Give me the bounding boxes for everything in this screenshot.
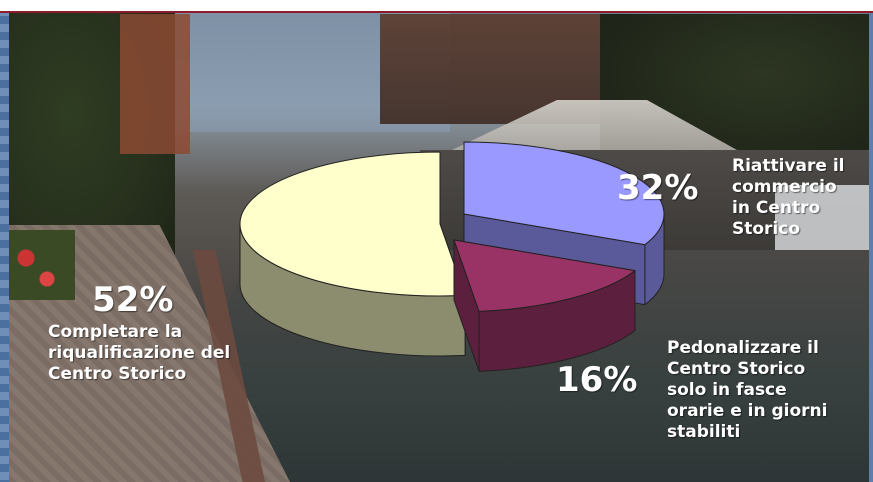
- pie-category-label-1-line: stabiliti: [667, 422, 827, 443]
- pie-category-label-1-line: orarie e in giorni: [667, 401, 827, 422]
- pie-category-label-1-line: Centro Storico: [667, 359, 827, 380]
- pie-category-label-1-line: solo in fasce: [667, 380, 827, 401]
- pie-category-label-0: Riattivare il commercio in Centro Storic…: [732, 156, 845, 240]
- pie-category-label-2-line: riqualificazione del: [48, 343, 230, 364]
- pie-value-label-2: 52%: [92, 282, 173, 318]
- pie-category-label-2: Completare la riqualificazione del Centr…: [48, 322, 230, 385]
- pie-category-label-0-line: in Centro: [732, 198, 845, 219]
- pie-category-label-0-line: Riattivare il: [732, 156, 845, 177]
- pie-category-label-1-line: Pedonalizzare il: [667, 338, 827, 359]
- frame-right-border: [869, 0, 873, 482]
- pie-category-label-2-line: Completare la: [48, 322, 230, 343]
- pie-category-label-0-line: Storico: [732, 219, 845, 240]
- title-bar: [0, 0, 873, 13]
- pie-value-label-1: 16%: [556, 362, 637, 398]
- pie-value-label-0: 32%: [617, 170, 698, 206]
- pie-category-label-0-line: commercio: [732, 177, 845, 198]
- pie-category-label-2-line: Centro Storico: [48, 364, 230, 385]
- frame-left-border: [0, 0, 9, 482]
- pie-category-label-1: Pedonalizzare il Centro Storico solo in …: [667, 338, 827, 443]
